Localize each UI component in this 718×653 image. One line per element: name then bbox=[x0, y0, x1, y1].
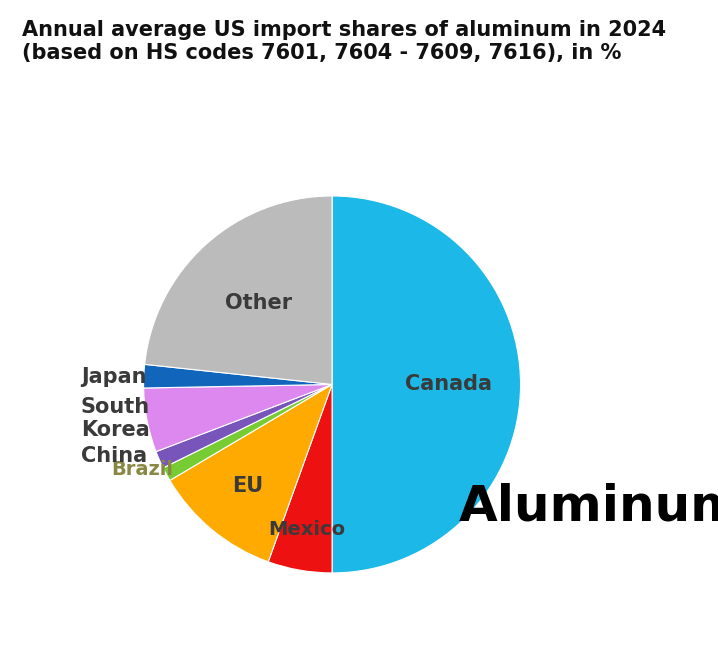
Text: Canada: Canada bbox=[406, 374, 493, 394]
Text: Other: Other bbox=[225, 293, 292, 313]
Text: EU: EU bbox=[233, 476, 264, 496]
Wedge shape bbox=[163, 385, 332, 481]
Wedge shape bbox=[144, 364, 332, 388]
Wedge shape bbox=[144, 196, 332, 385]
Wedge shape bbox=[144, 385, 332, 452]
Text: Annual average US import shares of aluminum in 2024
(based on HS codes 7601, 760: Annual average US import shares of alumi… bbox=[22, 20, 666, 63]
Text: Mexico: Mexico bbox=[269, 520, 345, 539]
Wedge shape bbox=[332, 196, 521, 573]
Wedge shape bbox=[170, 385, 332, 562]
Text: Aluminum: Aluminum bbox=[459, 483, 718, 530]
Wedge shape bbox=[156, 385, 332, 468]
Text: Japan: Japan bbox=[80, 366, 146, 387]
Text: Brazil: Brazil bbox=[111, 460, 173, 479]
Text: South
Korea: South Korea bbox=[80, 397, 150, 440]
Wedge shape bbox=[269, 385, 332, 573]
Text: China: China bbox=[80, 446, 147, 466]
